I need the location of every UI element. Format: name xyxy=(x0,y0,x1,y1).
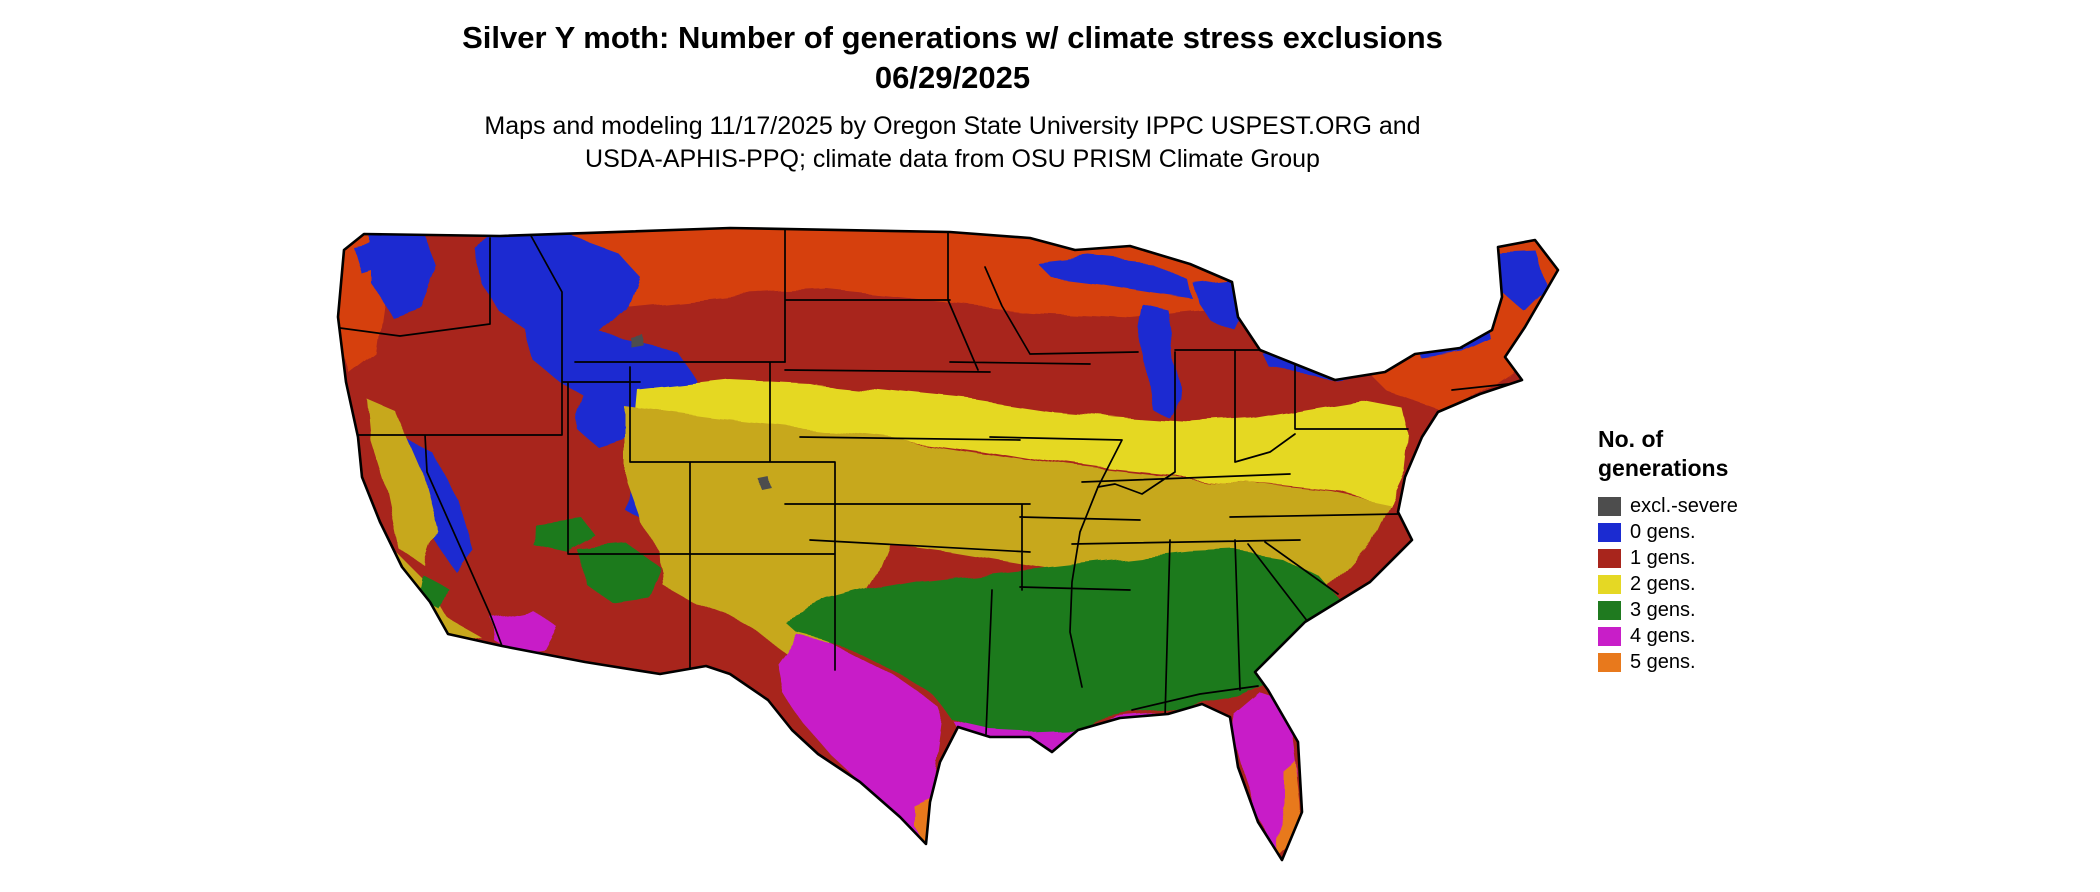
map-layer-2-gens xyxy=(636,380,1408,504)
legend-label-2-gens: 2 gens. xyxy=(1630,572,1696,595)
map-area xyxy=(330,222,1570,882)
map-subtitle-line1: Maps and modeling 11/17/2025 by Oregon S… xyxy=(484,112,1421,140)
map-layer-3-gens xyxy=(420,518,1348,746)
figure-header: Silver Y moth: Number of generations w/ … xyxy=(0,18,1905,176)
legend-swatch-excl-severe xyxy=(1598,496,1621,516)
legend-title: No. of generations xyxy=(1598,425,1838,483)
legend-item-excl-severe: excl.-severe xyxy=(1598,493,1838,519)
legend-swatch-2-gens xyxy=(1598,574,1621,594)
legend-item-0-gens: 0 gens. xyxy=(1598,519,1838,545)
legend-item-5-gens: 5 gens. xyxy=(1598,649,1838,675)
legend-label-1-gens: 1 gens. xyxy=(1630,546,1696,569)
legend-swatch-4-gens xyxy=(1598,626,1621,646)
legend-label-0-gens: 0 gens. xyxy=(1630,520,1696,543)
map-raster xyxy=(338,228,1558,860)
map-legend: No. of generations excl.-severe 0 gens. … xyxy=(1598,425,1838,675)
legend-swatch-0-gens xyxy=(1598,522,1621,542)
legend-label-5-gens: 5 gens. xyxy=(1630,650,1696,673)
legend-label-3-gens: 3 gens. xyxy=(1630,598,1696,621)
map-subtitle: Maps and modeling 11/17/2025 by Oregon S… xyxy=(0,110,1905,176)
great-lakes-water xyxy=(1036,256,1490,418)
legend-swatch-3-gens xyxy=(1598,600,1621,620)
map-subtitle-line2: USDA-APHIS-PPQ; climate data from OSU PR… xyxy=(585,145,1320,173)
legend-title-line2: generations xyxy=(1598,455,1729,481)
state-borders xyxy=(339,229,1509,735)
us-generations-map xyxy=(336,226,1560,862)
legend-title-line1: No. of xyxy=(1598,426,1664,452)
legend-swatch-1-gens xyxy=(1598,548,1621,568)
map-title-date: 06/29/2025 xyxy=(874,60,1031,95)
map-title-line1: Silver Y moth: Number of generations w/ … xyxy=(462,20,1443,55)
legend-swatch-5-gens xyxy=(1598,652,1621,672)
legend-label-excl-severe: excl.-severe xyxy=(1630,494,1738,517)
legend-item-1-gens: 1 gens. xyxy=(1598,545,1838,571)
us-outline xyxy=(336,226,1560,862)
map-layer-excl-severe xyxy=(630,334,770,488)
legend-label-4-gens: 4 gens. xyxy=(1630,624,1696,647)
legend-item-2-gens: 2 gens. xyxy=(1598,571,1838,597)
legend-item-3-gens: 3 gens. xyxy=(1598,597,1838,623)
legend-item-4-gens: 4 gens. xyxy=(1598,623,1838,649)
